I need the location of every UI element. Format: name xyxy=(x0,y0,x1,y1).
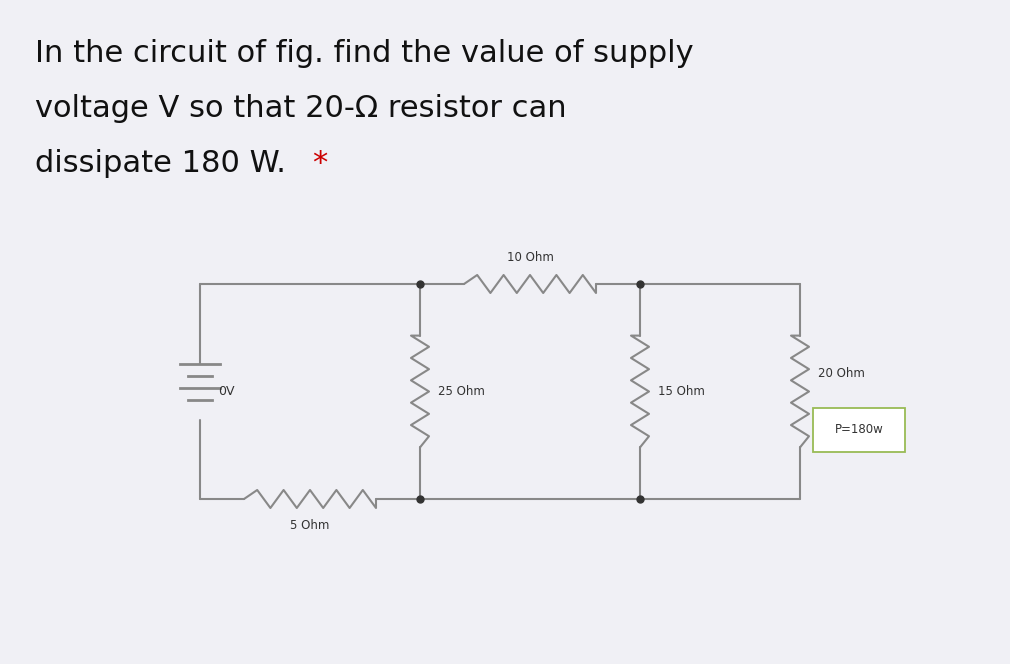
Text: *: * xyxy=(312,149,327,178)
Text: P=180w: P=180w xyxy=(834,423,884,436)
FancyBboxPatch shape xyxy=(813,408,905,452)
Text: In the circuit of fig. find the value of supply: In the circuit of fig. find the value of… xyxy=(35,39,694,68)
Text: 20 Ohm: 20 Ohm xyxy=(818,367,865,380)
Text: 15 Ohm: 15 Ohm xyxy=(658,385,705,398)
Text: dissipate 180 W.: dissipate 180 W. xyxy=(35,149,296,178)
Text: voltage V so that 20-Ω resistor can: voltage V so that 20-Ω resistor can xyxy=(35,94,567,123)
Text: 10 Ohm: 10 Ohm xyxy=(507,251,553,264)
Text: 25 Ohm: 25 Ohm xyxy=(438,385,485,398)
Text: 0V: 0V xyxy=(218,385,234,398)
Text: 5 Ohm: 5 Ohm xyxy=(290,519,329,532)
